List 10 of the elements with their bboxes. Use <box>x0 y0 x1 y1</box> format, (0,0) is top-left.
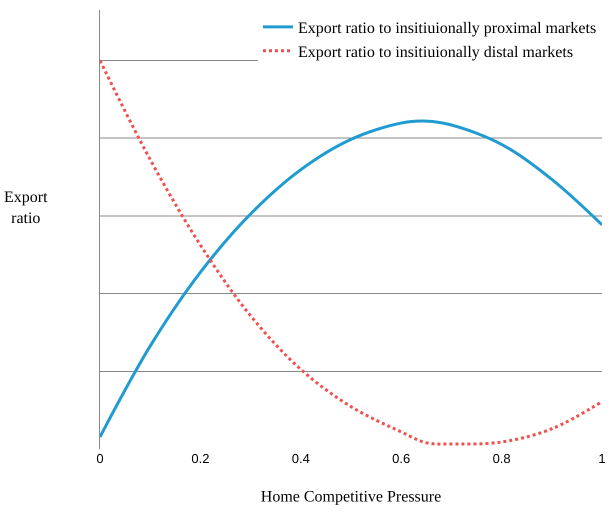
x-tick-label: 0.6 <box>392 451 410 466</box>
legend-label: Export ratio to insitiuionally distal markets <box>298 44 574 61</box>
x-tick-label: 1 <box>598 451 606 466</box>
x-tick-label: 0.4 <box>292 451 310 466</box>
y-axis-title: Export ratio <box>4 189 48 227</box>
x-axis-title: Home Competitive Pressure <box>260 488 442 506</box>
x-tick-label: 0 <box>96 451 104 466</box>
x-tick-label: 0.8 <box>492 451 511 466</box>
legend-label: Export ratio to insitiuionally proximal markets <box>298 20 596 38</box>
x-tick-label: 0.2 <box>191 451 210 466</box>
